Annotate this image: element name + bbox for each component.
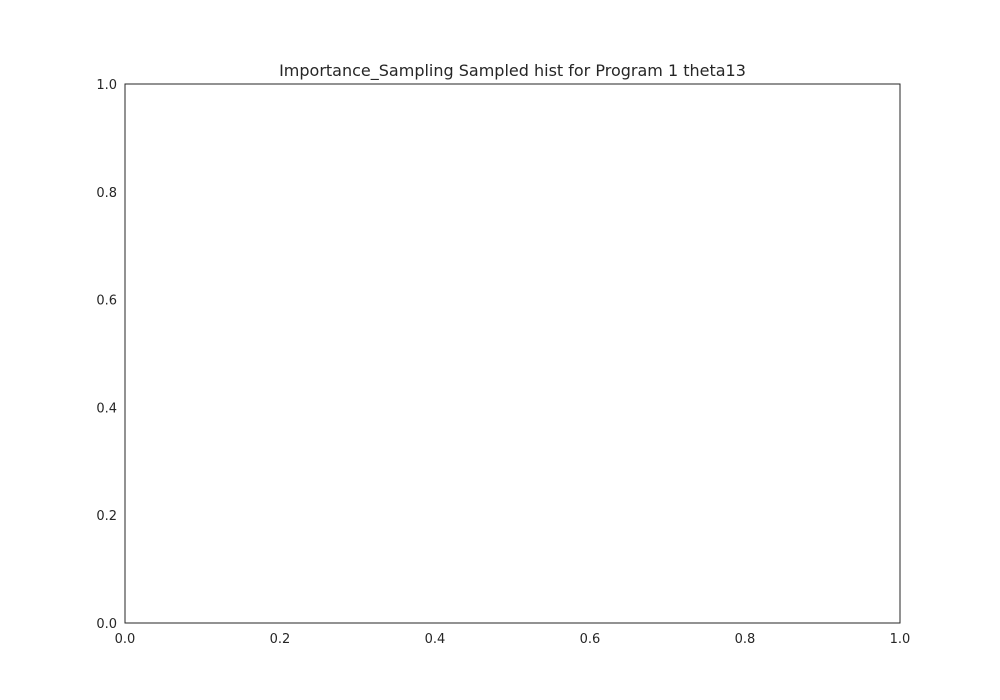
plot-area-frame [124, 83, 901, 624]
x-tick-label: 0.0 [115, 632, 136, 647]
y-tick-label: 1.0 [96, 78, 117, 93]
x-tick-label: 1.0 [890, 632, 911, 647]
y-tick-label: 0.6 [96, 294, 117, 309]
y-tick-label: 0.4 [96, 401, 117, 416]
y-tick-label: 0.0 [96, 617, 117, 632]
x-tick-label: 0.6 [580, 632, 601, 647]
x-axis-ticks: 0.0 0.2 0.4 0.6 0.8 1.0 [115, 632, 911, 647]
x-tick-label: 0.4 [425, 632, 446, 647]
y-tick-label: 0.2 [96, 509, 117, 524]
chart-title: Importance_Sampling Sampled hist for Pro… [279, 61, 746, 81]
x-tick-label: 0.2 [270, 632, 291, 647]
y-tick-label: 0.8 [96, 186, 117, 201]
y-axis-ticks: 0.0 0.2 0.4 0.6 0.8 1.0 [96, 78, 117, 632]
x-tick-label: 0.8 [735, 632, 756, 647]
